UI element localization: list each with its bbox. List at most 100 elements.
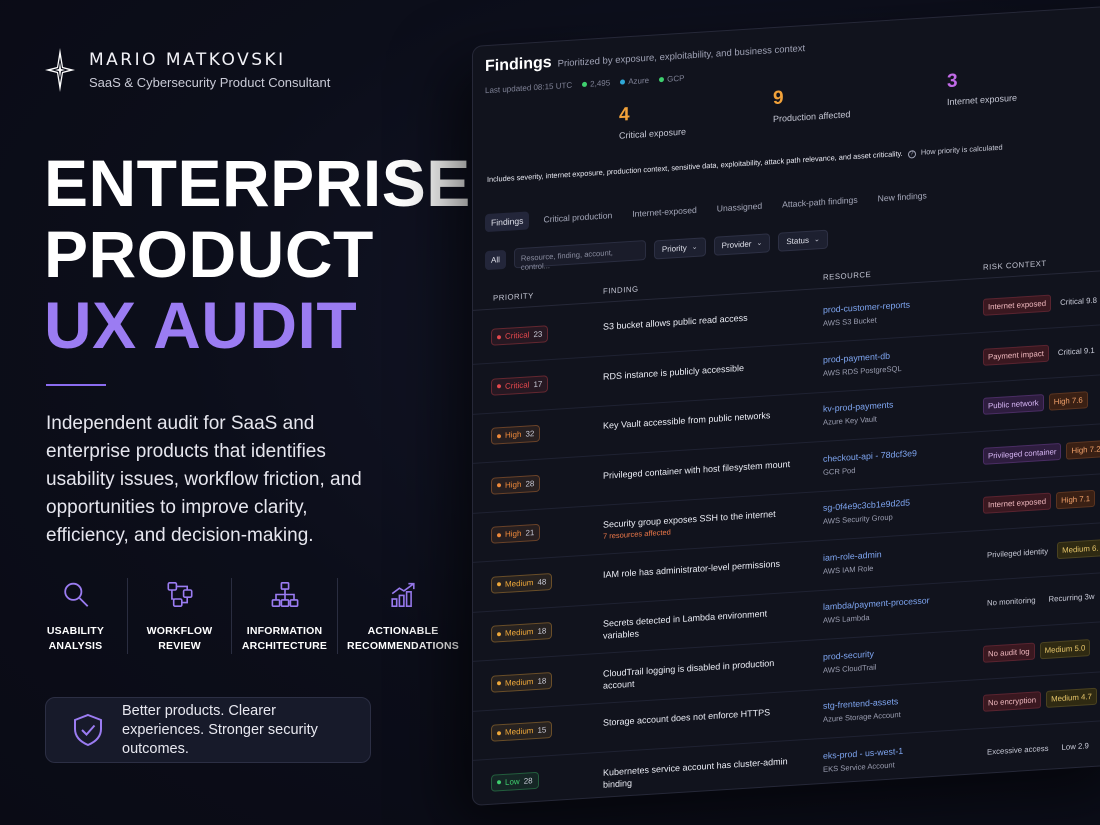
dashboard-mockup: Findings Prioritized by exposure, exploi…	[472, 4, 1100, 825]
tab-new-findings[interactable]: New findings	[877, 190, 927, 204]
dashboard-meta: Last updated 08:15 UTC 2,495 Azure GCP	[485, 74, 684, 96]
tab-findings[interactable]: Findings	[485, 211, 530, 233]
lede-paragraph: Independent audit for SaaS and enterpris…	[46, 413, 362, 546]
resource-type: AWS Security Group	[823, 512, 893, 526]
finding-title[interactable]: CloudTrail logging is disabled in produc…	[603, 657, 775, 691]
priority-badge: Medium 18	[491, 621, 553, 643]
stat-critical-exposure[interactable]: 4 Critical exposure	[619, 101, 686, 141]
filter-bar: All Resource, finding, account, control.…	[485, 229, 828, 272]
severity-score: High 7.2	[1066, 439, 1100, 460]
severity-score: Medium 4.7	[1046, 687, 1097, 708]
chevron-down-icon: ⌄	[814, 236, 820, 244]
resource-name: eks-prod - us-west-1	[823, 745, 904, 761]
stat-value: 9	[773, 87, 784, 110]
resource-type: Azure Key Vault	[823, 414, 877, 427]
stat-internet-exposure[interactable]: 3 Internet exposure	[947, 67, 1017, 107]
priority-badge: High 21	[491, 523, 541, 544]
feature-workflow: WORKFLOW REVIEW	[128, 578, 232, 654]
tab-attack-path[interactable]: Attack-path findings	[782, 194, 858, 210]
feature-recommendations: ACTIONABLE RECOMMENDATIONS	[338, 578, 468, 654]
tab-unassigned[interactable]: Unassigned	[716, 200, 763, 214]
resource-type: GCR Pod	[823, 465, 856, 477]
priority-badge: Critical 23	[491, 325, 549, 346]
col-priority[interactable]: PRIORITY	[493, 291, 534, 303]
resource-name: prod-customer-reports	[823, 299, 911, 315]
chevron-down-icon: ⌄	[691, 243, 698, 252]
finding-title[interactable]: RDS instance is publicly accessible	[603, 362, 745, 382]
search-input[interactable]: Resource, finding, account, control...	[513, 240, 646, 272]
resource-cell[interactable]: stg-frentend-assets Azure Storage Account	[823, 696, 901, 724]
finding-title[interactable]: Security group exposes SSH to the intern…	[603, 506, 803, 543]
magnifier-icon	[63, 582, 88, 607]
risk-tag: No audit log	[983, 642, 1035, 663]
resource-cell[interactable]: iam-role-admin AWS IAM Role	[823, 549, 882, 576]
resource-name: checkout-api - 78dcf3e9	[823, 447, 917, 464]
resource-name: prod-security	[823, 648, 874, 662]
finding-title[interactable]: Key Vault accessible from public network…	[603, 410, 771, 431]
last-updated: Last updated 08:15 UTC	[485, 80, 573, 96]
resource-cell[interactable]: prod-payment-db AWS RDS PostgreSQL	[823, 349, 902, 377]
stat-label: Production affected	[773, 109, 851, 125]
priority-badge: High 32	[491, 424, 541, 445]
stat-production-affected[interactable]: 9 Production affected	[773, 83, 850, 124]
risk-tag: Excessive access	[987, 743, 1049, 757]
resource-cell[interactable]: eks-prod - us-west-1 EKS Service Account	[823, 745, 903, 773]
feature-information-architecture: INFORMATION ARCHITECTURE	[232, 578, 338, 654]
resource-type: AWS CloudTrail	[823, 662, 877, 675]
stat-label: Critical exposure	[619, 126, 687, 141]
priority-dropdown[interactable]: Priority ⌄	[653, 236, 706, 260]
finding-title[interactable]: Secrets detected in Lambda environment v…	[603, 608, 768, 641]
finding-title[interactable]: Kubernetes service account has cluster-a…	[603, 755, 788, 790]
star-diamond-icon	[45, 48, 75, 92]
tagline-text: Better products. Clearer experiences. St…	[122, 702, 318, 757]
provider-aws: 2,495	[582, 78, 610, 89]
hero-line-1: ENTERPRISE	[44, 146, 471, 220]
resource-cell[interactable]: sg-0f4e9c3cb1e9d2d5 AWS Security Group	[823, 497, 910, 525]
severity-score: Critical 9.1	[1057, 345, 1095, 357]
severity-score: Medium 6.	[1057, 538, 1100, 559]
divider	[46, 384, 106, 386]
resource-type: AWS Lambda	[823, 612, 870, 625]
risk-context: Payment impact Critical 9.1	[983, 341, 1099, 366]
col-finding[interactable]: FINDING	[603, 284, 639, 296]
priority-badge: Critical 17	[491, 374, 549, 396]
resource-cell[interactable]: prod-security AWS CloudTrail	[823, 648, 876, 674]
priority-badge: Low 28	[491, 771, 539, 792]
finding-title[interactable]: Privileged container with host filesyste…	[603, 458, 791, 481]
resource-type: AWS RDS PostgreSQL	[823, 363, 902, 378]
feature-label: ACTIONABLE RECOMMENDATIONS	[347, 625, 459, 652]
col-risk-context[interactable]: RISK CONTEXT	[983, 258, 1047, 272]
finding-title[interactable]: Storage account does not enforce HTTPS	[603, 707, 771, 728]
risk-context: Privileged identity Medium 6.	[983, 538, 1100, 564]
resource-cell[interactable]: prod-customer-reports AWS S3 Bucket	[823, 299, 910, 327]
risk-context: No encryption Medium 4.7	[983, 687, 1097, 712]
risk-tag: Internet exposed	[983, 294, 1052, 316]
severity-score: Recurring 3w	[1048, 591, 1095, 604]
tab-critical-production[interactable]: Critical production	[543, 210, 613, 225]
risk-context: No monitoring Recurring 3w	[983, 589, 1098, 611]
hero-line-2: PRODUCT	[44, 217, 374, 291]
risk-tag: Privileged identity	[987, 546, 1049, 560]
resource-cell[interactable]: checkout-api - 78dcf3e9 GCR Pod	[823, 448, 917, 477]
dashboard-card: Findings Prioritized by exposure, exploi…	[472, 4, 1100, 807]
tab-internet-exposed[interactable]: Internet-exposed	[632, 204, 697, 219]
resource-name: prod-payment-db	[823, 350, 890, 365]
priority-help-link[interactable]: How priority is calculated	[920, 142, 1003, 157]
status-dropdown[interactable]: Status ⌄	[778, 229, 828, 252]
resource-type: EKS Service Account	[823, 759, 895, 774]
risk-context: Excessive access Low 2.9	[983, 737, 1093, 759]
severity-score: High 7.6	[1048, 391, 1088, 411]
severity-score: Medium 5.0	[1039, 638, 1091, 659]
resource-cell[interactable]: kv-prod-payments Azure Key Vault	[823, 399, 893, 426]
risk-context: No audit log Medium 5.0	[983, 638, 1091, 663]
severity-score: Low 2.9	[1061, 740, 1089, 752]
resource-name: kv-prod-payments	[823, 399, 894, 414]
resource-cell[interactable]: lambda/payment-processor AWS Lambda	[823, 595, 930, 625]
finding-title[interactable]: IAM role has administrator-level permiss…	[603, 558, 781, 580]
col-resource[interactable]: RESOURCE	[823, 269, 872, 282]
filter-all[interactable]: All	[485, 249, 506, 270]
provider-dropdown[interactable]: Provider ⌄	[713, 232, 771, 256]
feature-label: USABILITY ANALYSIS	[46, 625, 105, 652]
finding-title[interactable]: S3 bucket allows public read access	[603, 312, 748, 332]
risk-tag: Privileged container	[983, 442, 1062, 465]
